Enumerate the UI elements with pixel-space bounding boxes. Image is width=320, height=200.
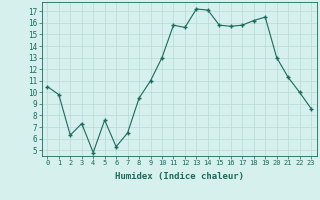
X-axis label: Humidex (Indice chaleur): Humidex (Indice chaleur) xyxy=(115,172,244,181)
